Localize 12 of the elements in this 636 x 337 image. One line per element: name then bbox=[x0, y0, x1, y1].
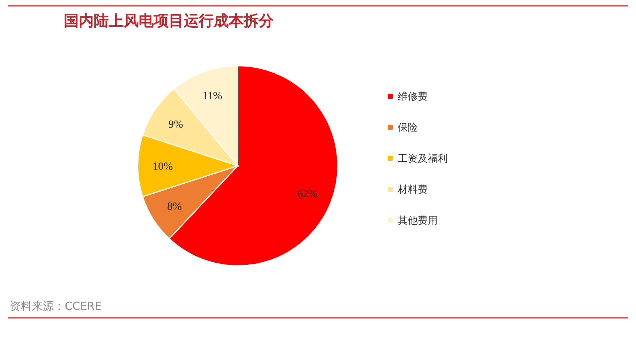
data-label: 9% bbox=[168, 118, 184, 131]
text: 资料来源：CCERE bbox=[10, 300, 102, 313]
data-label: 10% bbox=[152, 161, 174, 173]
data-label: 11% bbox=[202, 90, 222, 102]
legend-label: 保险 bbox=[398, 122, 418, 134]
data-label: 8% bbox=[167, 201, 182, 214]
legend-label: 其他费用 bbox=[398, 215, 438, 227]
legend-label: 工资及福利 bbox=[398, 153, 448, 165]
chart-title: 国内陆上风电项目运行成本拆分 bbox=[64, 12, 275, 30]
legend-label: 材料费 bbox=[397, 184, 428, 196]
legend-label: 维修费 bbox=[398, 91, 428, 103]
data-label: 62% bbox=[298, 188, 318, 201]
